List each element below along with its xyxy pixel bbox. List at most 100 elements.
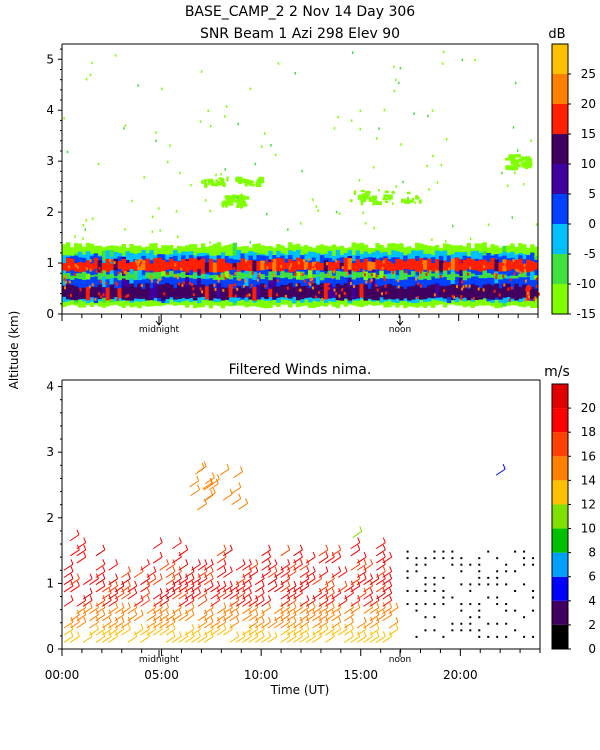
snr-cell [509, 278, 512, 282]
snr-cell [296, 271, 301, 280]
wind-colorbar-segment [552, 528, 568, 553]
snr-cell [156, 280, 159, 284]
snr-cell [373, 201, 378, 205]
wind-barb [121, 580, 131, 593]
wind-barb [242, 609, 252, 622]
wind-barb [231, 482, 242, 494]
x-axis-label: Time (UT) [270, 683, 330, 697]
snr-cell [242, 200, 245, 205]
wind-calm-dot [460, 583, 463, 586]
wind-y-tick-label: 3 [46, 445, 54, 459]
snr-cell [498, 274, 503, 280]
snr-cell [264, 289, 269, 299]
wind-calm-dot [424, 629, 427, 632]
snr-cell [256, 266, 259, 270]
snr-cell [89, 268, 92, 272]
wind-calm-dot [505, 563, 508, 566]
snr-x-ticks [61, 314, 539, 321]
wind-barb [229, 609, 240, 622]
snr-cell [369, 280, 372, 284]
snr-cell [184, 260, 190, 273]
snr-cell [422, 261, 425, 265]
snr-cell [240, 193, 243, 196]
snr-cell [452, 295, 455, 299]
snr-cell [278, 268, 281, 272]
wind-barb [337, 580, 348, 593]
wind-colorbar-tick-label: 0 [588, 642, 596, 656]
snr-cell [535, 277, 538, 281]
wind-barb [184, 573, 195, 586]
snr-cell [341, 266, 344, 270]
snr-colorbar-segment [552, 44, 568, 74]
snr-cell [411, 271, 416, 277]
wind-x-tick-label: 20:00 [443, 668, 478, 682]
snr-cell [62, 263, 67, 271]
snr-cell [462, 285, 465, 289]
snr-cell [415, 284, 420, 297]
snr-cell [88, 285, 91, 289]
snr-cell [85, 287, 91, 301]
wind-barb [114, 602, 125, 614]
snr-cell [240, 272, 245, 279]
snr-cell [113, 261, 116, 265]
snr-cell [74, 235, 76, 238]
wind-colorbar-segment [552, 600, 568, 625]
snr-cell [177, 283, 182, 299]
snr-noon-marker [396, 316, 404, 326]
wind-calm-dot [505, 635, 508, 638]
snr-cell [467, 272, 470, 276]
wind-colorbar: 0 2 4 6 8 10 12 14 16 18 20 [551, 383, 596, 656]
snr-cell [382, 260, 385, 264]
wind-barb [254, 616, 265, 629]
wind-y-tick-label: 0 [46, 642, 54, 656]
snr-cell [395, 78, 397, 81]
snr-cell [512, 258, 515, 262]
snr-cell [513, 272, 516, 276]
snr-cell [223, 273, 226, 277]
snr-cell [399, 270, 404, 281]
wind-barb [356, 573, 367, 586]
snr-cell [258, 177, 264, 181]
snr-cell [333, 270, 336, 274]
wind-barb [172, 631, 182, 643]
wind-barb [184, 624, 195, 636]
snr-cell [177, 260, 182, 297]
snr-cell [301, 169, 303, 173]
snr-cell [179, 171, 181, 175]
snr-cell [145, 283, 150, 301]
snr-cell [315, 261, 321, 271]
wind-calm-dot [442, 589, 445, 592]
header-line-2: SNR Beam 1 Azi 298 Elev 90 [200, 26, 400, 42]
wind-calm-dot [460, 609, 463, 612]
wind-calm-dot [496, 622, 499, 625]
snr-cell [515, 268, 518, 272]
wind-calm-dot [469, 589, 472, 592]
snr-cell [454, 257, 460, 272]
wind-calm-dot [451, 563, 454, 566]
snr-cell [474, 275, 479, 277]
wind-barb [127, 587, 138, 600]
wind-calm-dot [469, 622, 472, 625]
snr-cell [521, 157, 524, 162]
snr-cell [419, 287, 424, 300]
wind-barb [222, 489, 233, 501]
wind-calm-dot [415, 563, 418, 566]
snr-cell [174, 263, 177, 267]
snr-cell [360, 189, 365, 193]
wind-barb [210, 474, 220, 486]
snr-cell [63, 277, 66, 281]
snr-cell [399, 259, 404, 271]
snr-cell [315, 274, 321, 277]
wind-barb [101, 616, 112, 629]
wind-barb [63, 566, 74, 578]
snr-cell [460, 297, 463, 301]
snr-panel: 0 1 2 3 4 5 midnight noon dB -15 -10 -5 0 5 10 15 20… [46, 27, 596, 335]
wind-x-tick-label: 05:00 [144, 668, 179, 682]
snr-colorbar-tick-label: -5 [584, 247, 596, 261]
snr-cell [97, 272, 103, 280]
snr-cell [286, 286, 289, 290]
snr-cell [220, 287, 226, 301]
snr-cell [411, 260, 416, 295]
wind-barb [206, 487, 216, 500]
snr-cell [105, 287, 111, 301]
